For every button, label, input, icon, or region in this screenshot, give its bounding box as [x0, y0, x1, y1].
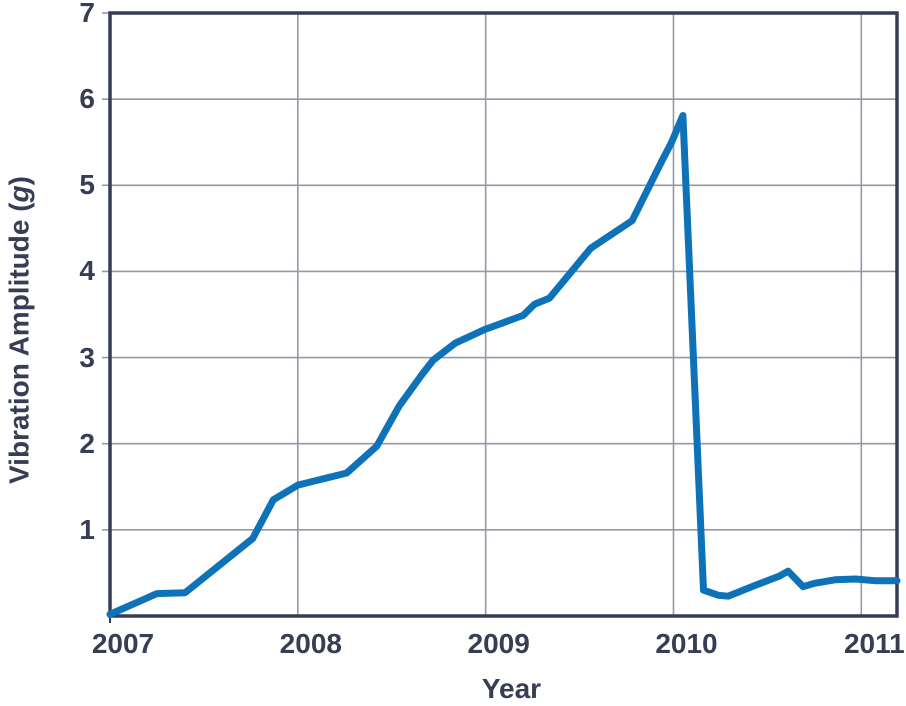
x-axis-title: Year: [481, 673, 542, 704]
x-tick-label: 2009: [467, 628, 530, 659]
y-tick-label: 6: [79, 83, 95, 115]
plot-border: [108, 11, 899, 618]
x-tick-label: 2010: [655, 628, 718, 659]
y-axis-title-close-paren: ): [3, 176, 35, 186]
x-tick-label: 2007: [91, 628, 155, 659]
y-tick-label: 3: [79, 341, 95, 373]
y-tick-label: 5: [79, 169, 95, 201]
y-tick-label: 2: [79, 427, 95, 459]
y-tick-label: 7: [79, 0, 95, 28]
y-axis-title-text: Vibration Amplitude (: [3, 202, 35, 484]
y-tick-label: 1: [79, 513, 95, 545]
x-tick-label: 2011: [843, 628, 905, 659]
x-tick-label: 2008: [279, 628, 342, 659]
y-tick-label: 4: [79, 255, 95, 287]
data-line-vibration-amplitude: [106, 112, 901, 618]
y-axis-title-unit-g: g: [3, 185, 35, 203]
